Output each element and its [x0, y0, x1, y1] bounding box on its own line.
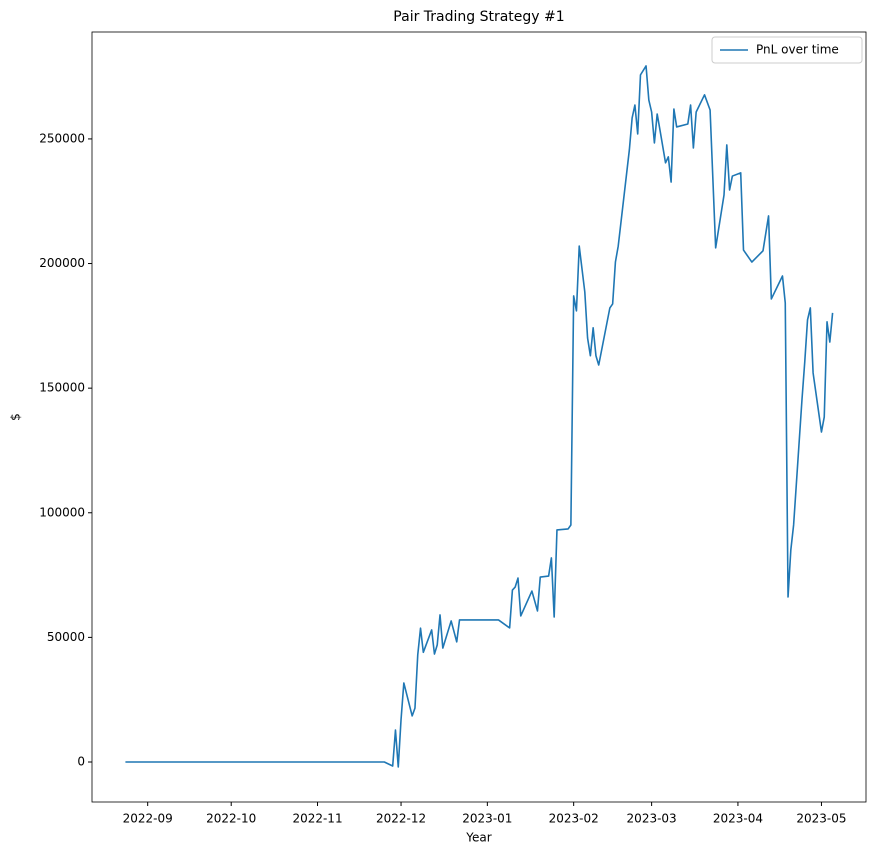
x-tick-label: 2023-04 [713, 812, 763, 826]
y-tick-label: 250000 [39, 131, 85, 145]
chart-title: Pair Trading Strategy #1 [393, 9, 564, 25]
y-tick-label: 150000 [39, 381, 85, 395]
line [125, 65, 834, 768]
x-tick-label: 2023-05 [796, 812, 846, 826]
x-tick-label: 2023-03 [627, 812, 677, 826]
y-tick-label: 100000 [39, 505, 85, 519]
y-axis-label: $ [9, 413, 23, 421]
y-tick-label: 0 [77, 754, 85, 768]
legend-box [711, 36, 863, 64]
y-tick-label: 200000 [39, 256, 85, 270]
legend-label: PnL over time [756, 43, 839, 57]
y-tick-label: 50000 [47, 630, 85, 644]
x-tick-label: 2022-11 [292, 812, 342, 826]
x-tick-label: 2022-09 [123, 812, 173, 826]
x-tick-label: 2023-01 [462, 812, 512, 826]
x-tick-label: 2022-12 [376, 812, 426, 826]
x-tick-label: 2022-10 [206, 812, 256, 826]
x-tick-label: 2023-02 [549, 812, 599, 826]
plot-frame [91, 31, 867, 803]
x-axis-label: Year [465, 831, 491, 845]
